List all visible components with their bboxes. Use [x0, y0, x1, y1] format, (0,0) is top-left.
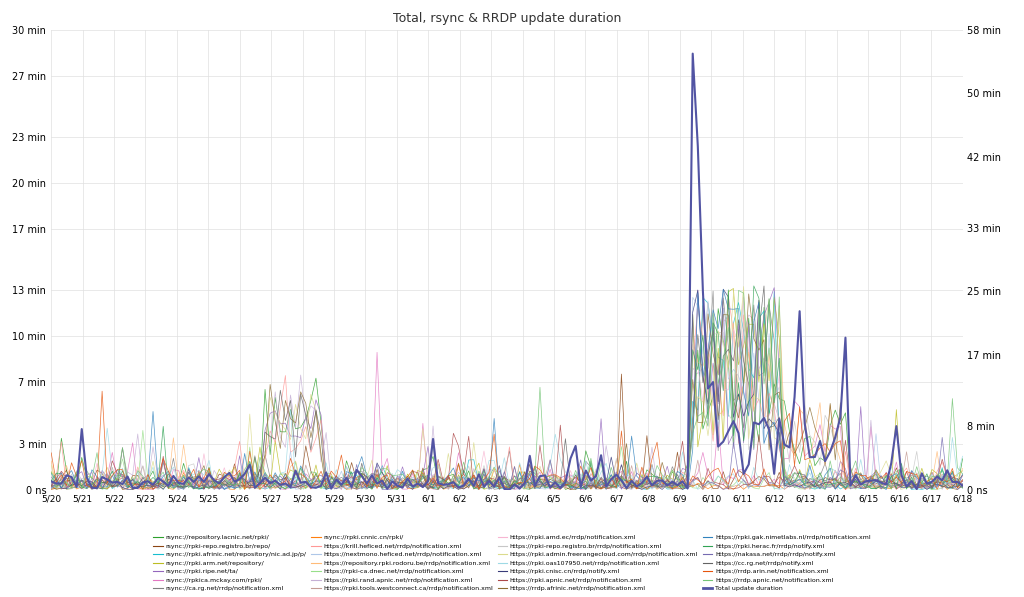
- Title: Total, rsync & RRDP update duration: Total, rsync & RRDP update duration: [392, 11, 622, 24]
- Legend: rsync://repository.lacnic.net/rpki/, rsync://rpki-repo.registro.br/repo/, rsync:: rsync://repository.lacnic.net/rpki/, rsy…: [151, 533, 873, 594]
